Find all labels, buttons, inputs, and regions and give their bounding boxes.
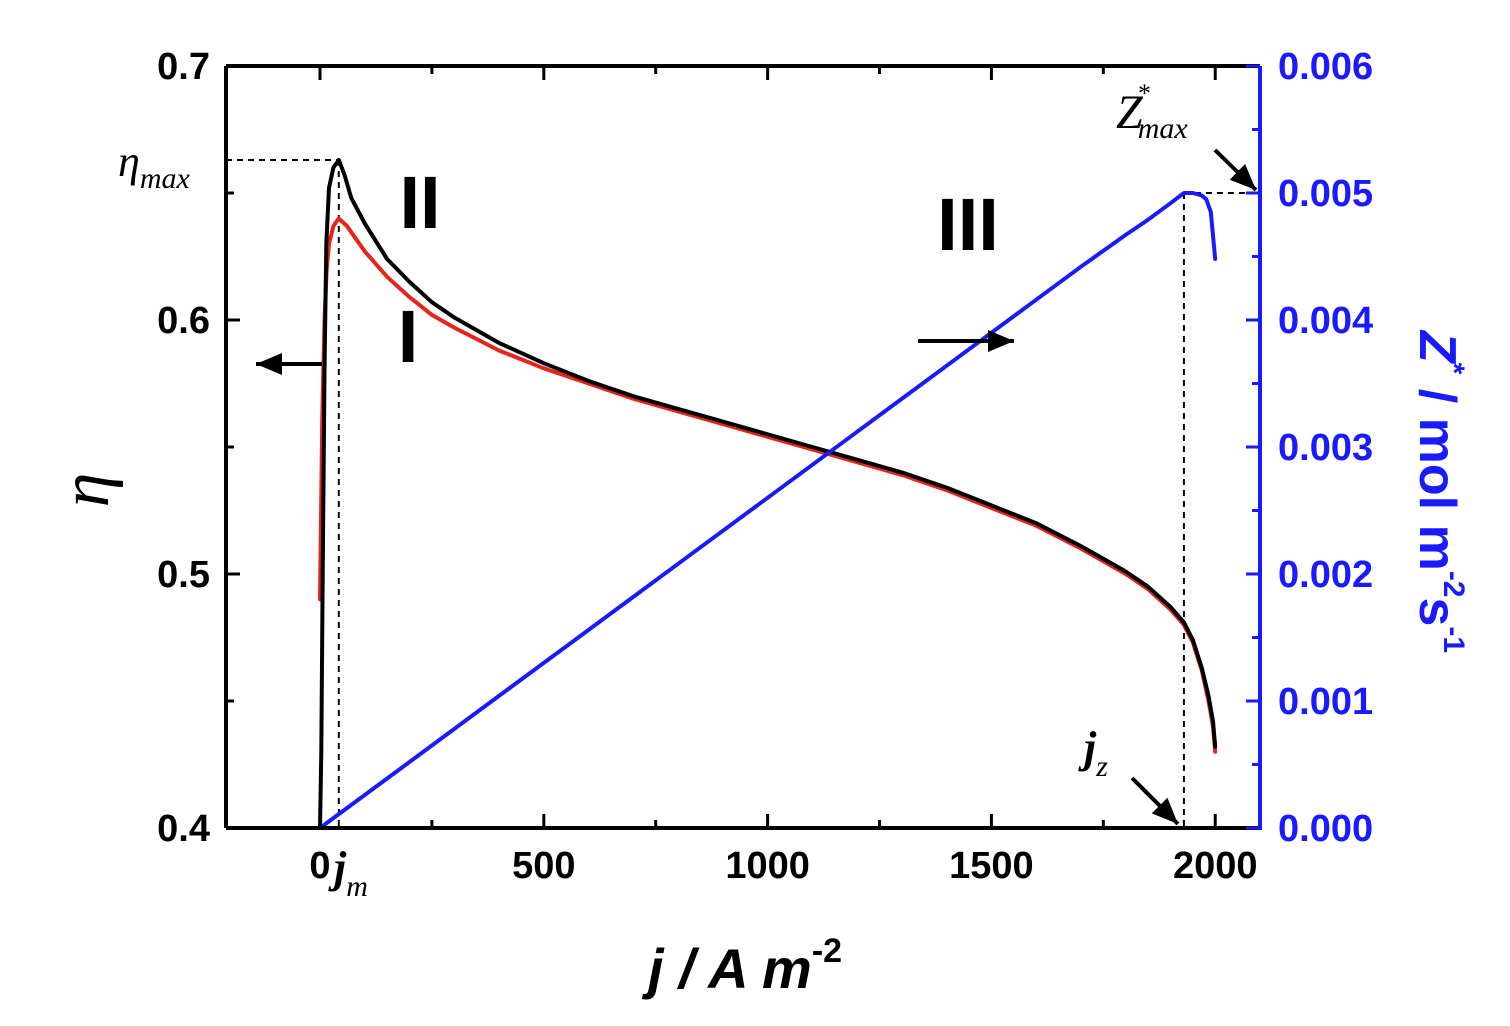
x-tick-label: 0: [309, 845, 330, 887]
region-label-III: III: [937, 183, 999, 266]
j-z-arrow-head: [1151, 797, 1178, 824]
j-m-sub: m: [346, 870, 368, 903]
y-left-tick-label: 0.7: [157, 46, 210, 88]
x-axis-label-main: j / A m: [641, 937, 812, 1000]
y-right-label-sup1: -2: [1437, 571, 1470, 598]
region-label-II: II: [399, 161, 440, 244]
y-right-tick-label: 0.004: [1278, 300, 1373, 342]
tick-group: 0 500 1000 1500 2000 0.4 0.5 0.6 0.7 0.000 0.001 0.…: [157, 46, 1373, 887]
right-axis-arrow-head: [988, 330, 1014, 352]
plot-frame: [224, 64, 1262, 830]
left-axis-arrow-head: [256, 353, 282, 375]
j-z-base: j: [1078, 723, 1097, 772]
j-z-sub: z: [1095, 750, 1108, 783]
series-line-III: [318, 191, 1218, 830]
y-right-label-sup2: -1: [1437, 626, 1470, 653]
y-right-label-s: s: [1408, 598, 1466, 627]
y-right-axis-label: Z* / mol m-2s-1: [1408, 329, 1470, 653]
y-right-tick-label: 0.006: [1278, 46, 1373, 88]
z-max-label: Z* max: [1116, 79, 1188, 145]
y-left-axis-label: η: [47, 473, 124, 508]
y-left-tick-label: 0.5: [157, 554, 210, 596]
j-z-label: jz: [1078, 723, 1108, 783]
z-max-sup: *: [1137, 79, 1150, 108]
y-right-tick-label: 0.000: [1278, 808, 1373, 850]
x-tick-label: 2000: [1173, 845, 1258, 887]
y-left-tick-label: 0.4: [157, 808, 210, 850]
eta-max-label: ηmax: [118, 137, 190, 195]
eta-max-sub: max: [140, 162, 191, 195]
x-axis-label-sup: -2: [812, 932, 842, 970]
series-line-I: [318, 216, 1218, 754]
z-max-sub: max: [1138, 112, 1189, 145]
y-right-tick-label: 0.001: [1278, 681, 1373, 723]
z-max-arrow-head: [1229, 164, 1256, 190]
series-group: [318, 158, 1218, 830]
y-right-tick-label: 0.002: [1278, 554, 1373, 596]
y-right-tick-label: 0.003: [1278, 427, 1373, 469]
z-max-base: Z: [1116, 86, 1144, 139]
y-right-label-main: Z: [1408, 329, 1466, 365]
y-right-tick-label: 0.005: [1278, 173, 1373, 215]
j-m-label: jm: [328, 843, 368, 903]
x-axis-label: j / A m-2: [641, 932, 842, 1000]
y-right-label-rest: / mol m: [1408, 374, 1466, 570]
region-label-I: I: [398, 295, 419, 378]
guide-lines: [226, 158, 1260, 828]
arrow-group: [256, 148, 1258, 826]
j-m-base: j: [328, 843, 347, 892]
y-left-tick-label: 0.6: [157, 300, 210, 342]
series-line-II: [318, 158, 1218, 830]
x-tick-label: 1500: [949, 845, 1034, 887]
eta-max-base: η: [118, 137, 140, 186]
x-tick-label: 500: [512, 845, 575, 887]
y-right-label-star: *: [1437, 363, 1470, 375]
x-tick-label: 1000: [725, 845, 810, 887]
